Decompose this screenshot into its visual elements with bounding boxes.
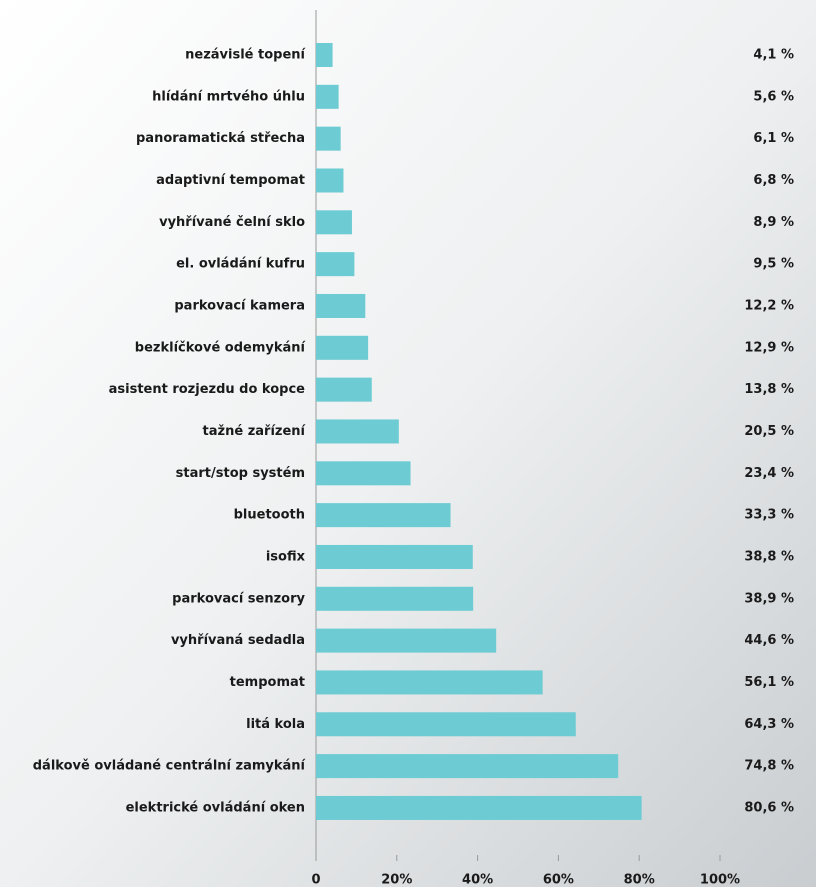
bar [316, 210, 352, 235]
value-label: 13,8 % [744, 382, 794, 397]
category-label: vyhřívaná sedadla [171, 633, 305, 648]
category-label: asistent rozjezdu do kopce [109, 382, 306, 397]
bar [316, 712, 576, 737]
value-label: 5,6 % [753, 89, 794, 104]
bar [316, 586, 474, 611]
x-tick-label: 80% [624, 873, 655, 888]
category-label: start/stop systém [176, 466, 305, 481]
x-tick-label: 20% [381, 873, 412, 888]
value-label: 38,9 % [744, 591, 794, 606]
bar [316, 544, 473, 569]
value-label: 64,3 % [744, 717, 794, 732]
bar [316, 126, 341, 151]
category-label: parkovací senzory [172, 591, 305, 606]
category-label: tažné zařízení [203, 424, 307, 439]
category-label: parkovací kamera [174, 298, 305, 313]
x-tick-label: 0 [311, 873, 320, 888]
bar [316, 461, 411, 486]
bar [316, 628, 497, 653]
category-label: bluetooth [234, 508, 305, 523]
value-label: 4,1 % [753, 48, 794, 63]
category-label: vyhřívané čelní sklo [159, 215, 305, 230]
bar [316, 168, 344, 193]
value-label: 23,4 % [744, 466, 794, 481]
category-label: litá kola [246, 717, 305, 732]
value-label: 44,6 % [744, 633, 794, 648]
category-label: adaptivní tempomat [156, 173, 305, 188]
bar [316, 795, 642, 820]
bar [316, 419, 399, 444]
category-label: panoramatická střecha [136, 131, 305, 146]
value-label: 56,1 % [744, 675, 794, 690]
value-label: 12,2 % [744, 298, 794, 313]
value-label: 74,8 % [744, 759, 794, 774]
bar [316, 84, 339, 109]
value-label: 9,5 % [753, 257, 794, 272]
x-tick-label: 40% [462, 873, 493, 888]
bar [316, 754, 619, 779]
value-label: 38,8 % [744, 549, 794, 564]
value-label: 33,3 % [744, 508, 794, 523]
value-label: 80,6 % [744, 800, 794, 815]
category-label: elektrické ovládání oken [126, 800, 305, 815]
bar [316, 252, 355, 277]
category-label: hlídání mrtvého úhlu [152, 89, 305, 104]
category-label: bezklíčkové odemykání [135, 340, 307, 355]
value-label: 20,5 % [744, 424, 794, 439]
category-label: tempomat [230, 675, 305, 690]
value-label: 12,9 % [744, 340, 794, 355]
category-label: el. ovládání kufru [176, 257, 305, 272]
bar [316, 293, 366, 318]
bar [316, 43, 333, 67]
category-label: dálkově ovládané centrální zamykání [33, 759, 307, 774]
bar [316, 503, 451, 528]
value-label: 8,9 % [753, 215, 794, 230]
value-label: 6,1 % [753, 131, 794, 146]
category-label: isofix [266, 549, 306, 564]
bar [316, 670, 543, 695]
value-label: 6,8 % [753, 173, 794, 188]
bar [316, 377, 372, 402]
bar [316, 335, 369, 360]
x-tick-label: 100% [700, 873, 740, 888]
category-label: nezávislé topení [185, 48, 306, 63]
x-tick-label: 60% [543, 873, 574, 888]
